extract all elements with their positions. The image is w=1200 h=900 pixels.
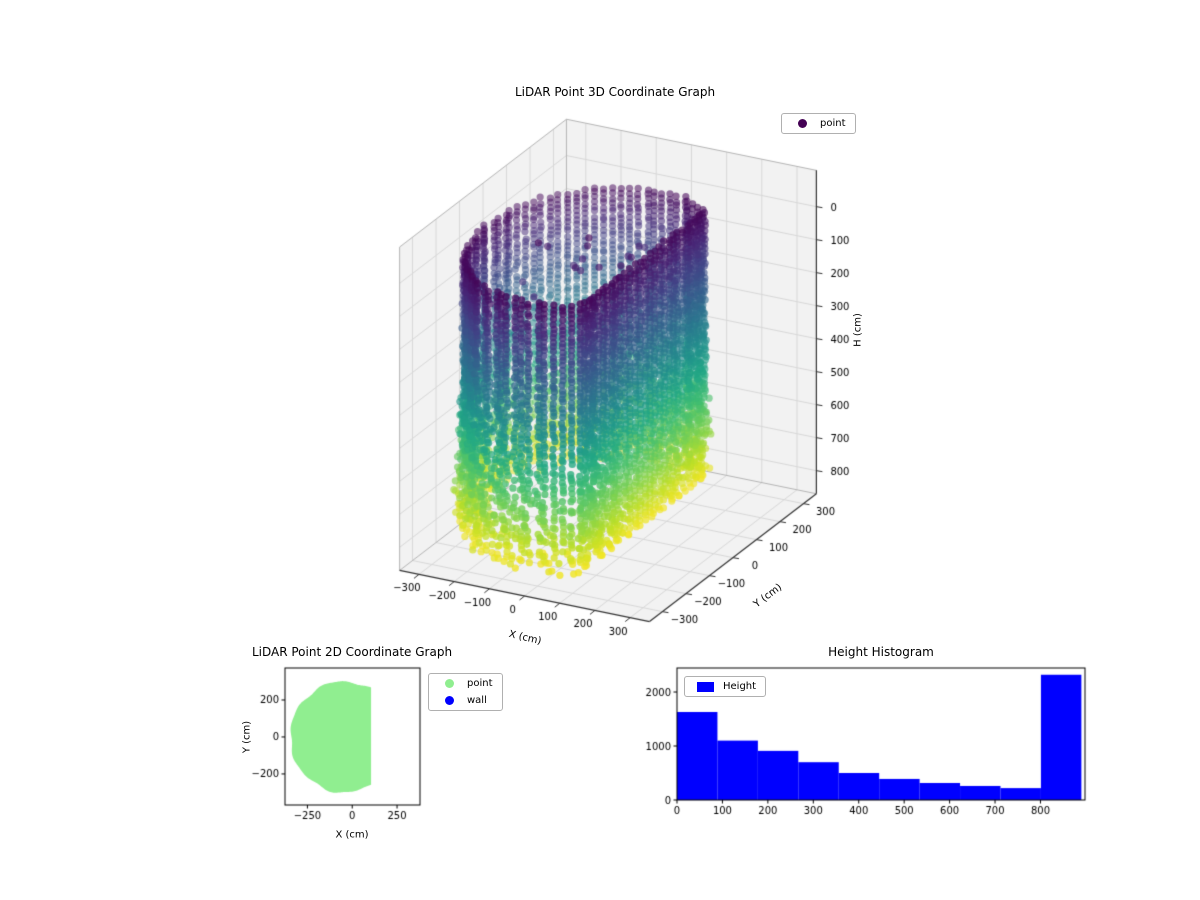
legend-label-height: Height <box>723 681 757 692</box>
legend-handle <box>791 119 813 128</box>
legend-label-wall: wall <box>467 695 487 706</box>
legend-item-height: Height <box>694 681 756 692</box>
plot2d-title: LiDAR Point 2D Coordinate Graph <box>251 645 453 659</box>
height-swatch-icon <box>696 681 714 692</box>
legend-item-point: point <box>438 678 493 689</box>
plot3d-zaxis-label: H (cm) <box>852 313 864 347</box>
legend-handle <box>438 679 460 688</box>
plot3d-title: LiDAR Point 3D Coordinate Graph <box>514 85 716 99</box>
plot2d-xaxis-label: X (cm) <box>335 829 369 841</box>
plot2d-legend: point wall <box>428 673 503 711</box>
histogram-title: Height Histogram <box>828 645 934 659</box>
legend-handle <box>438 696 460 705</box>
legend-label-point: point <box>467 678 493 689</box>
legend-item-wall: wall <box>438 695 493 706</box>
legend-item-point: point <box>791 118 846 129</box>
point-marker-icon <box>444 679 454 688</box>
legend-handle <box>694 681 716 692</box>
plot3d-legend: point <box>781 113 856 134</box>
point-marker-icon <box>797 119 807 128</box>
legend-label-point: point <box>820 118 846 129</box>
plot2d-yaxis-label: Y (cm) <box>241 720 253 754</box>
wall-marker-icon <box>444 696 454 705</box>
histogram-legend: Height <box>684 676 767 697</box>
